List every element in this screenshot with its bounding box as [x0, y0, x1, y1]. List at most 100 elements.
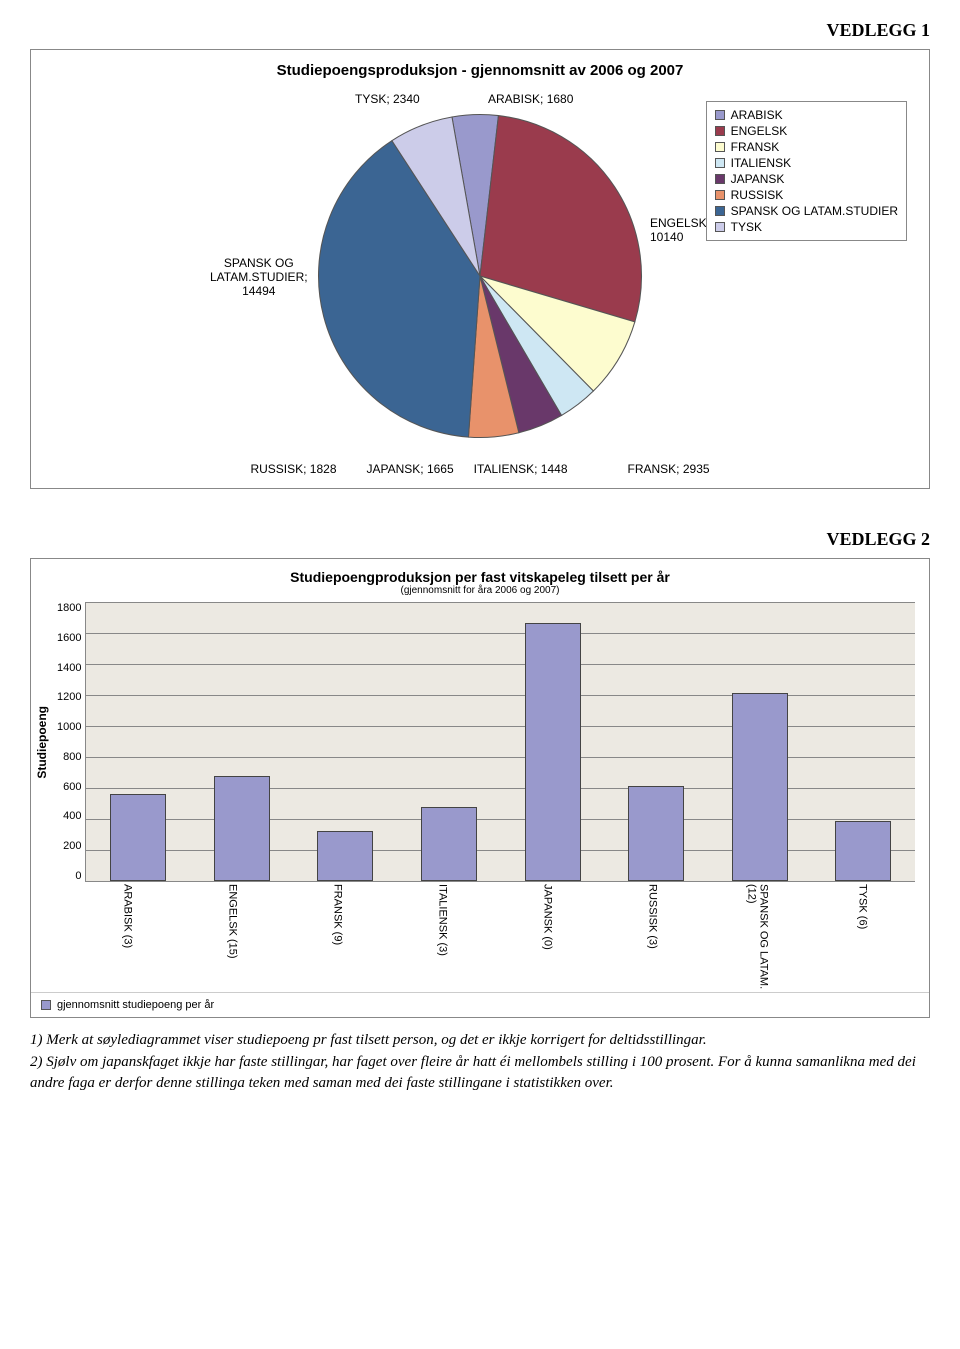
bar-xlabel: ITALIENSK (3) [437, 882, 449, 992]
bar-gridline [86, 850, 915, 851]
pie-legend-swatch [715, 110, 725, 120]
bar-ylabel: Studiepoeng [31, 706, 53, 779]
pie-out-label-spansk-l3: 14494 [242, 284, 275, 298]
bar-japansk- [525, 623, 581, 881]
bar-russisk- [628, 786, 684, 881]
bar-gridline [86, 757, 915, 758]
pie-out-label-spansk-l1: SPANSK OG [224, 256, 294, 270]
bar-engelsk- [214, 776, 270, 881]
bar-xlabel-wrap: ARABISK (3) [75, 882, 180, 992]
pie-legend-swatch [715, 126, 725, 136]
footnote-1: 1) Merk at søylediagrammet viser studiep… [30, 1030, 930, 1050]
bar-xlabel-wrap: FRANSK (9) [285, 882, 390, 992]
bar-ytick: 800 [57, 751, 81, 763]
bar-xlabel-wrap: ENGELSK (15) [180, 882, 285, 992]
pie-legend-label: TYSK [731, 220, 762, 234]
pie-wrap: TYSK; 2340 ARABISK; 1680 ENGELSK; 10140 … [230, 96, 730, 456]
bar-gridline [86, 788, 915, 789]
pie-legend-swatch [715, 206, 725, 216]
bar-xlabel-wrap: JAPANSK (0) [495, 882, 600, 992]
pie-out-label-spansk: SPANSK OG LATAM.STUDIER; 14494 [210, 256, 308, 298]
bar-xlabel: FRANSK (9) [332, 882, 344, 992]
pie-lower-italiensk: ITALIENSK; 1448 [474, 462, 568, 476]
pie-legend-label: ENGELSK [731, 124, 788, 138]
bar-xlabel: ENGELSK (15) [227, 882, 239, 992]
pie-legend-item: RUSSISK [715, 188, 898, 202]
pie-legend-swatch [715, 174, 725, 184]
pie-legend-item: ITALIENSK [715, 156, 898, 170]
pie-legend-label: JAPANSK [731, 172, 785, 186]
vedlegg1-title: VEDLEGG 1 [30, 20, 930, 41]
bar-legend-label: gjennomsnitt studiepoeng per år [57, 999, 214, 1011]
pie-legend-item: JAPANSK [715, 172, 898, 186]
bar-xlabel-wrap: ITALIENSK (3) [390, 882, 495, 992]
bar-fransk- [317, 831, 373, 881]
pie-chart-frame: Studiepoengsproduksjon - gjennomsnitt av… [30, 49, 930, 489]
bar-xaxis: ARABISK (3) ENGELSK (15) FRANSK (9) ITALIEN… [75, 882, 915, 992]
pie-legend-swatch [715, 222, 725, 232]
pie-svg [310, 106, 650, 446]
pie-legend-item: SPANSK OG LATAM.STUDIER [715, 204, 898, 218]
bar-xlabel: ARABISK (3) [122, 882, 134, 992]
pie-out-label-tysk: TYSK; 2340 [355, 92, 420, 106]
bar-ytick: 1200 [57, 691, 81, 703]
pie-legend-swatch [715, 190, 725, 200]
bar-ytick: 600 [57, 781, 81, 793]
pie-out-label-arabisk: ARABISK; 1680 [488, 92, 573, 106]
bar-xlabel-wrap: RUSSISK (3) [600, 882, 705, 992]
bar-xlabel: SPANSK OG LATAM. (12) [746, 882, 770, 992]
pie-out-label-spansk-l2: LATAM.STUDIER; [210, 270, 308, 284]
pie-legend-label: ARABISK [731, 108, 783, 122]
bar-ytick: 1000 [57, 721, 81, 733]
bar-gridline [86, 819, 915, 820]
pie-legend: ARABISK ENGELSK FRANSK ITALIENSK JAPANSK RUSS… [706, 101, 907, 241]
pie-lower-labels: RUSSISK; 1828 JAPANSK; 1665 ITALIENSK; 1… [43, 462, 917, 484]
bar-arabisk- [110, 794, 166, 881]
pie-legend-label: SPANSK OG LATAM.STUDIER [731, 204, 898, 218]
bar-gridline [86, 633, 915, 634]
bar-xlabel: JAPANSK (0) [542, 882, 554, 992]
bar-chart-subtitle: (gjennomsnitt for åra 2006 og 2007) [31, 585, 929, 596]
pie-legend-item: ENGELSK [715, 124, 898, 138]
bar-gridline [86, 664, 915, 665]
pie-lower-russisk: RUSSISK; 1828 [250, 462, 336, 476]
pie-legend-item: TYSK [715, 220, 898, 234]
bar-tysk- [835, 821, 891, 881]
pie-legend-swatch [715, 158, 725, 168]
footnote-2: 2) Sjølv om japanskfaget ikkje har faste… [30, 1052, 930, 1093]
bar-xlabel: TYSK (6) [857, 882, 869, 992]
bar-ytick: 1600 [57, 632, 81, 644]
bar-xlabel-wrap: SPANSK OG LATAM. (12) [705, 882, 810, 992]
pie-chart-title: Studiepoengsproduksjon - gjennomsnitt av… [43, 62, 917, 79]
bar-ytick: 1400 [57, 662, 81, 674]
bar-ytick: 400 [57, 810, 81, 822]
pie-row: TYSK; 2340 ARABISK; 1680 ENGELSK; 10140 … [43, 93, 917, 458]
bar-ytick: 1800 [57, 602, 81, 614]
bar-legend-swatch [41, 1000, 51, 1010]
bar-spansk-og-latam- [732, 693, 788, 881]
pie-legend-item: ARABISK [715, 108, 898, 122]
pie-lower-fransk: FRANSK; 2935 [628, 462, 710, 476]
bar-chart-frame: Studiepoengproduksjon per fast vitskapel… [30, 558, 930, 1018]
bar-ytick: 0 [57, 870, 81, 882]
bar-gridline [86, 695, 915, 696]
bar-chart-title: Studiepoengproduksjon per fast vitskapel… [31, 559, 929, 585]
bar-plot [85, 602, 915, 882]
footnotes: 1) Merk at søylediagrammet viser studiep… [30, 1030, 930, 1093]
pie-legend-item: FRANSK [715, 140, 898, 154]
bar-xlabel: RUSSISK (3) [647, 882, 659, 992]
pie-lower-japansk: JAPANSK; 1665 [367, 462, 454, 476]
pie-legend-label: RUSSISK [731, 188, 784, 202]
pie-legend-label: FRANSK [731, 140, 780, 154]
bar-legend: gjennomsnitt studiepoeng per år [31, 992, 929, 1017]
vedlegg2-title: VEDLEGG 2 [30, 529, 930, 550]
bar-yaxis: 1800 1600 1400 1200 1000 800 600 400 200 0 [53, 602, 85, 882]
bar-plot-wrap: Studiepoeng 1800 1600 1400 1200 1000 800 600 40… [31, 602, 929, 882]
bar-gridline [86, 726, 915, 727]
bar-ytick: 200 [57, 840, 81, 852]
bar-gridline [86, 602, 915, 603]
bar-italiensk- [421, 807, 477, 881]
bar-xlabel-wrap: TYSK (6) [810, 882, 915, 992]
pie-legend-label: ITALIENSK [731, 156, 791, 170]
pie-legend-swatch [715, 142, 725, 152]
